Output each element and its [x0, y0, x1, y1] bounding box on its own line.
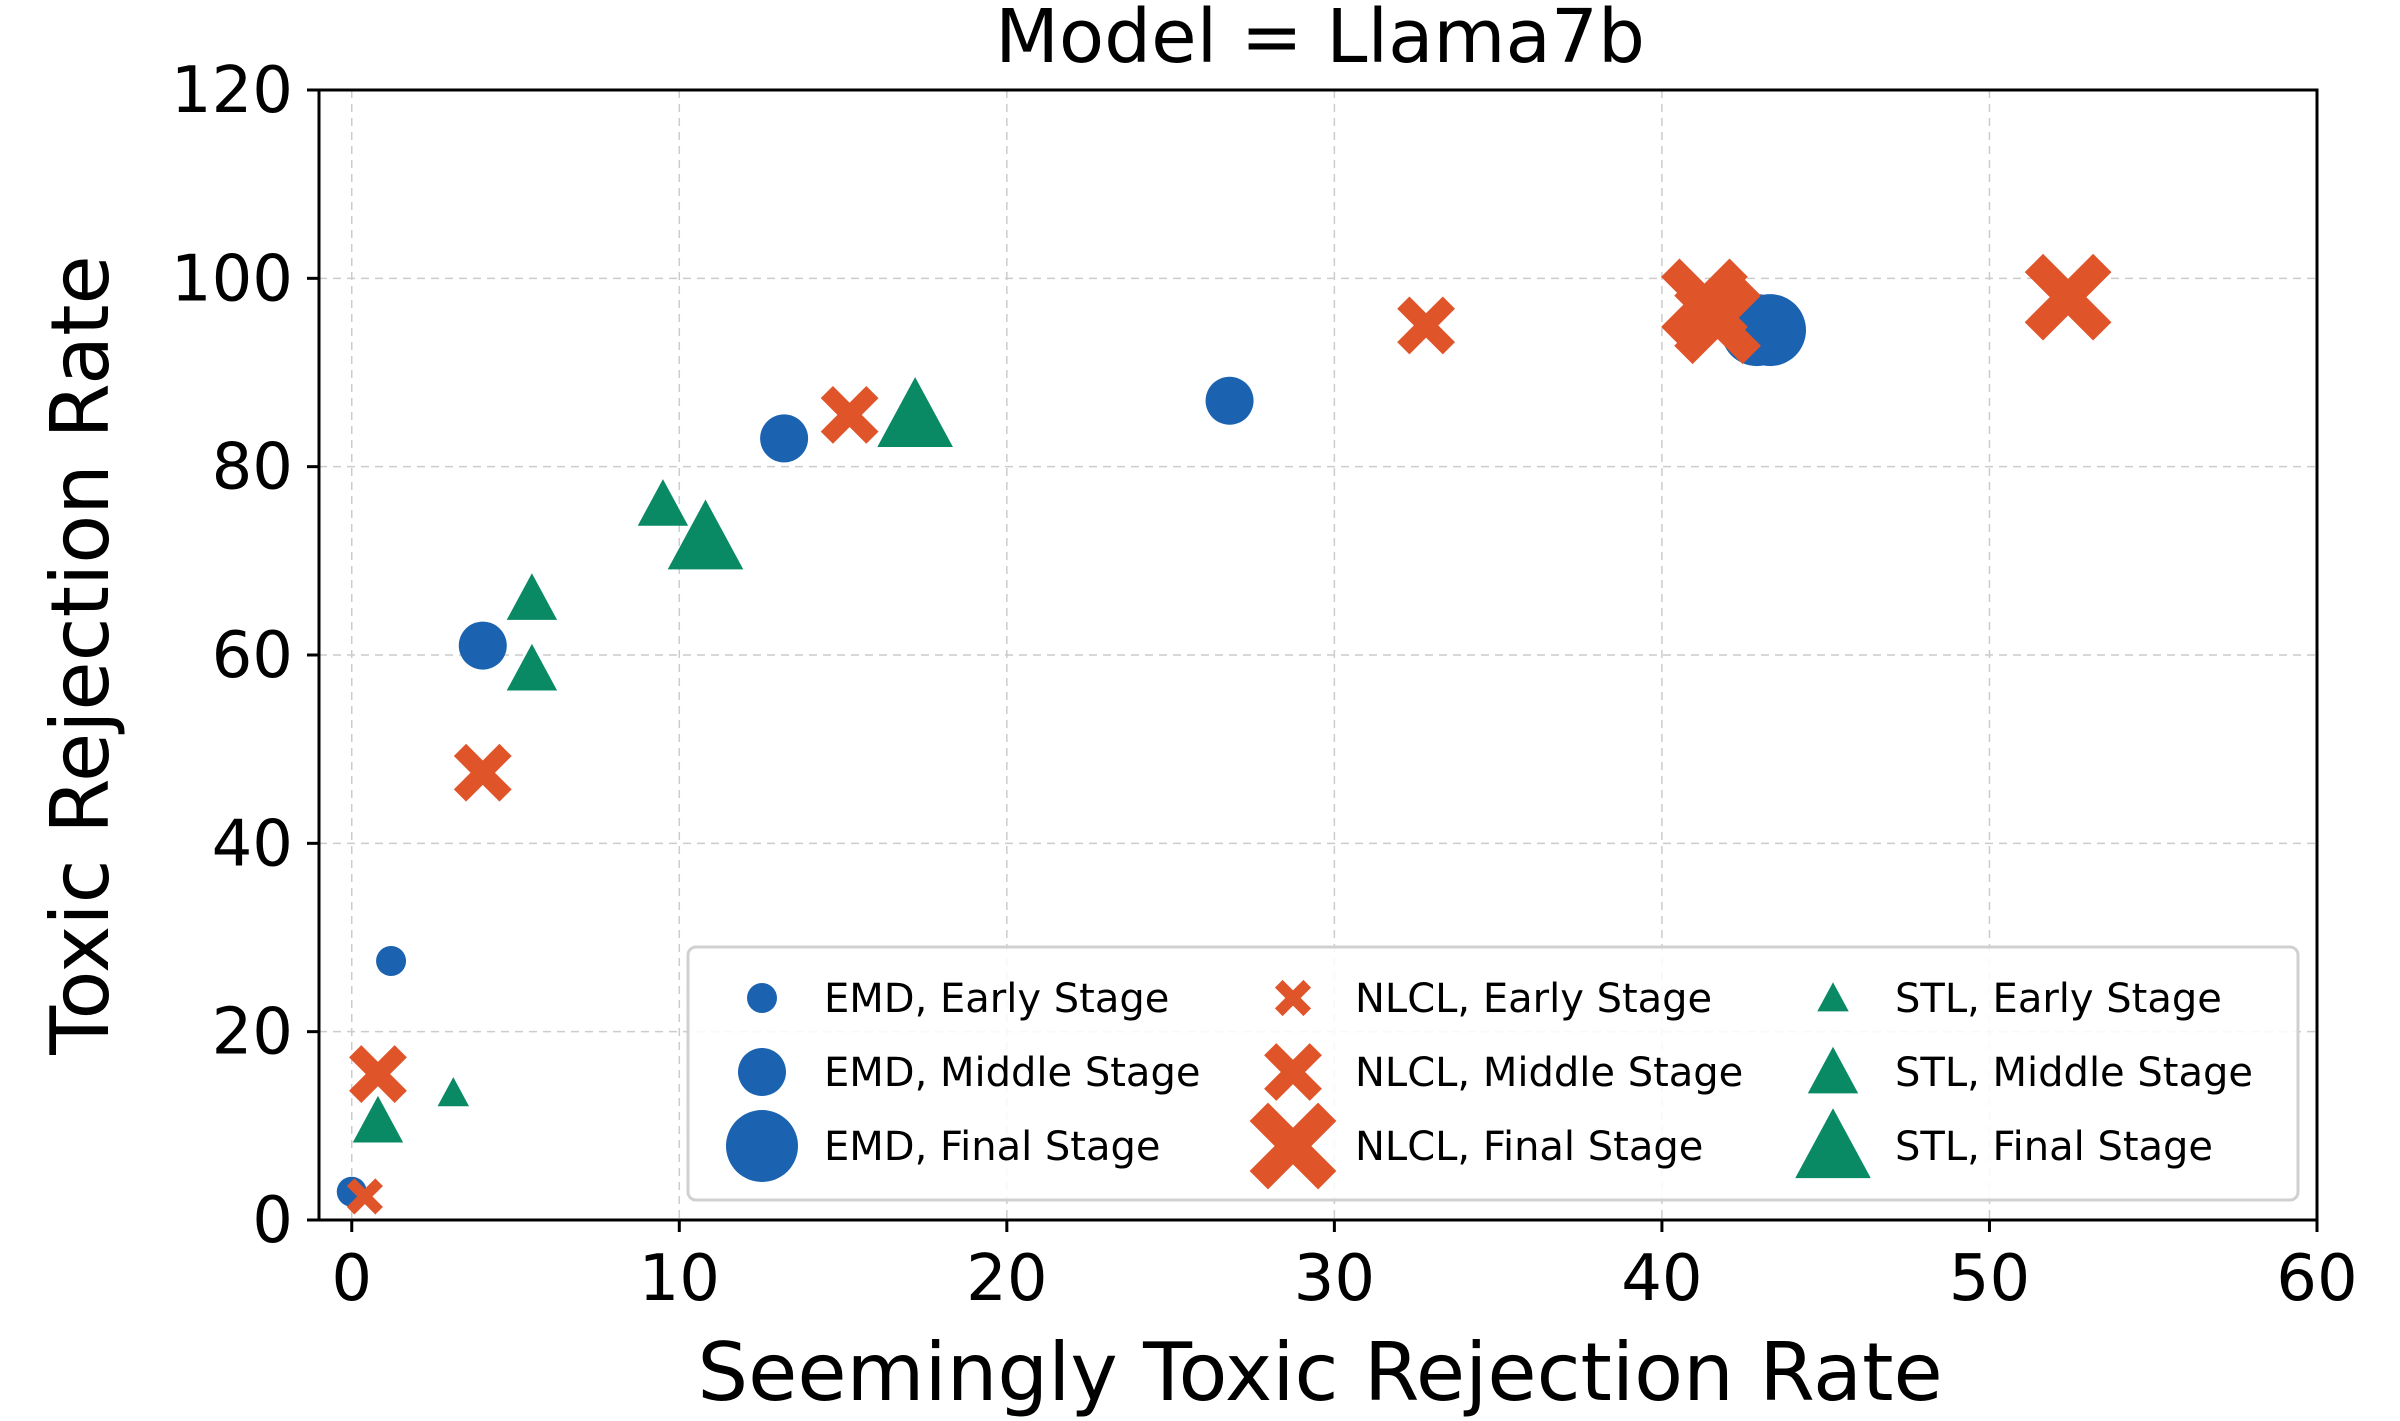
legend-marker-emd-early-stage: [747, 983, 777, 1013]
stl-middle-stage-point-1: [506, 573, 558, 620]
nlcl-middle-stage-point-0: [349, 1045, 407, 1103]
legend-marker-nlcl-final-stage: [1249, 1102, 1337, 1190]
legend-label-emd-middle-stage: EMD, Middle Stage: [824, 1050, 1200, 1096]
x-axis-title: Seemingly Toxic Rejection Rate: [697, 1326, 1942, 1419]
legend-marker-emd-middle-stage: [738, 1048, 786, 1096]
x-tick-label-0: 0: [331, 1242, 372, 1316]
legend-box: [686, 945, 2300, 1202]
legend-marker-stl-middle-stage: [1807, 1046, 1859, 1094]
data-points: [336, 253, 2112, 1215]
legend-label-nlcl-final-stage: NLCL, Final Stage: [1355, 1124, 1703, 1170]
x-tick-label-40: 40: [1621, 1242, 1702, 1316]
y-tick-label-100: 100: [171, 242, 293, 316]
legend-marker-stl-early-stage: [1817, 982, 1849, 1012]
y-tick-label-120: 120: [171, 54, 293, 128]
legend-marker-nlcl-final-stage-stroke-b: [1249, 1102, 1337, 1190]
nlcl-middle-stage-point-3: [1397, 296, 1455, 355]
stl-middle-stage-point-3: [637, 479, 689, 526]
y-tick-label-40: 40: [212, 807, 293, 881]
legend-marker-nlcl-middle-stage: [1264, 1043, 1322, 1101]
x-tick-label-60: 60: [2276, 1242, 2357, 1316]
nlcl-middle-stage-point-0-stroke-b: [349, 1045, 407, 1103]
legend-marker-nlcl-middle-stage-stroke-b: [1264, 1043, 1322, 1101]
nlcl-final-stage-point-1-stroke-b: [1674, 277, 1761, 365]
nlcl-final-stage-point-2-stroke-b: [2024, 253, 2112, 341]
legend-marker-nlcl-early-stage: [1274, 979, 1312, 1017]
legend-marker-nlcl-early-stage-stroke-b: [1274, 979, 1312, 1017]
legend-label-stl-early-stage: STL, Early Stage: [1895, 976, 2222, 1022]
legend-marker-emd-final-stage: [726, 1110, 798, 1182]
nlcl-final-stage-point-1: [1674, 277, 1761, 365]
nlcl-middle-stage-point-2-stroke-b: [820, 385, 879, 444]
emd-middle-stage-point-1: [760, 414, 809, 463]
legend-label-nlcl-early-stage: NLCL, Early Stage: [1355, 976, 1712, 1022]
stl-final-stage-point-1: [877, 377, 953, 448]
nlcl-middle-stage-point-1: [453, 743, 512, 802]
stl-final-stage-point-0: [667, 499, 744, 570]
y-axis-title: Toxic Rejection Rate: [34, 255, 127, 1056]
nlcl-middle-stage-point-2: [820, 385, 879, 444]
stl-middle-stage-point-0: [352, 1095, 404, 1143]
nlcl-final-stage-point-2: [2024, 253, 2112, 341]
x-tick-label-30: 30: [1294, 1242, 1375, 1316]
legend-label-stl-final-stage: STL, Final Stage: [1895, 1124, 2213, 1170]
legend-label-nlcl-middle-stage: NLCL, Middle Stage: [1355, 1050, 1743, 1096]
y-tick-label-80: 80: [212, 431, 293, 505]
nlcl-early-stage-point-0-stroke-b: [346, 1178, 383, 1215]
x-tick-label-10: 10: [639, 1242, 720, 1316]
legend-label-emd-early-stage: EMD, Early Stage: [824, 976, 1169, 1022]
emd-early-stage-point-1: [376, 946, 407, 977]
legend: EMD, Early Stage EMD, Middle Stage EMD, Fi…: [686, 945, 2300, 1202]
nlcl-middle-stage-point-1-stroke-b: [453, 743, 512, 802]
emd-middle-stage-point-2: [1205, 376, 1254, 425]
nlcl-early-stage-point-0: [346, 1178, 383, 1215]
x-tick-label-50: 50: [1949, 1242, 2030, 1316]
y-tick-label-0: 0: [252, 1184, 293, 1258]
legend-label-emd-final-stage: EMD, Final Stage: [824, 1124, 1161, 1170]
emd-middle-stage-point-0: [458, 621, 507, 670]
axes: 0 10 20 30 40 50 60 0 20 40 60 80 100 120: [171, 54, 2358, 1316]
nlcl-middle-stage-point-3-stroke-b: [1397, 296, 1455, 355]
x-tick-label-20: 20: [966, 1242, 1047, 1316]
chart-title: Model = Llama7b: [995, 0, 1645, 80]
stl-middle-stage-point-2: [506, 643, 558, 691]
stl-early-stage-point-0: [437, 1077, 470, 1107]
y-tick-label-60: 60: [212, 619, 293, 693]
legend-marker-stl-final-stage: [1795, 1108, 1871, 1179]
y-tick-label-20: 20: [212, 996, 293, 1070]
legend-label-stl-middle-stage: STL, Middle Stage: [1895, 1050, 2253, 1096]
